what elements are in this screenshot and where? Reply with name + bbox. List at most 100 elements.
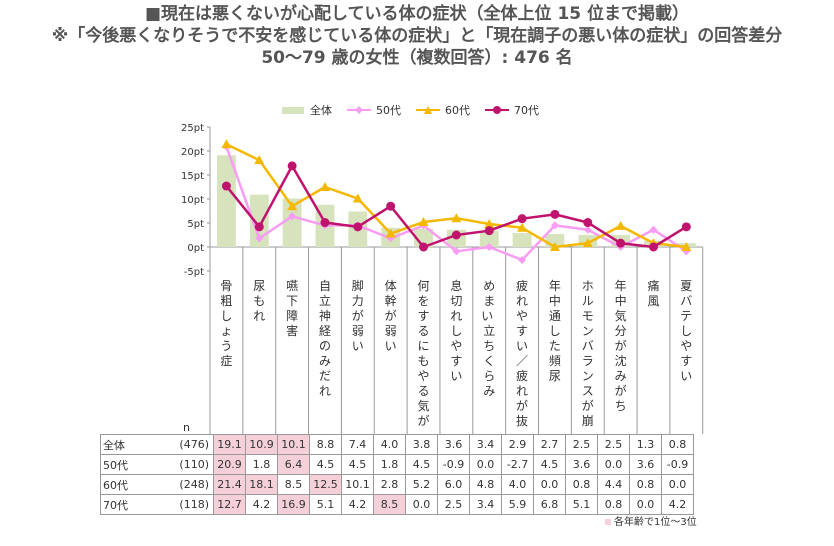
row-n: (248) bbox=[147, 474, 214, 495]
legend-item-70s: 70代 bbox=[484, 102, 539, 118]
table-cell: 0.8 bbox=[565, 474, 598, 495]
table-cell: 4.4 bbox=[597, 474, 630, 495]
point-60s bbox=[385, 228, 396, 238]
row-label: 全体 bbox=[100, 434, 147, 455]
point-60s bbox=[287, 201, 298, 211]
point-70s bbox=[616, 238, 626, 248]
legend-item-60s: 60代 bbox=[415, 102, 470, 118]
point-60s bbox=[221, 139, 232, 149]
table-row: 70代 (118) 12.7 4.2 16.9 5.1 4.2 8.5 0.0 2.5 3.4 5.9… bbox=[100, 494, 694, 515]
table-cell: 0.8 bbox=[629, 474, 662, 495]
point-50s bbox=[518, 255, 527, 264]
table-cell: 10.1 bbox=[277, 434, 310, 455]
table-cell: 0.0 bbox=[405, 494, 438, 515]
highlight-note-text: 各年齢で1位～3位 bbox=[614, 517, 697, 528]
row-label: 50代 bbox=[100, 454, 147, 475]
table-cell: 0.8 bbox=[661, 434, 694, 455]
y-tick-label: 15pt bbox=[181, 171, 204, 182]
y-tick-label: -5pt bbox=[184, 267, 204, 278]
table-cell: 2.5 bbox=[565, 434, 598, 455]
category-label: めまい・立ちくらみ bbox=[481, 279, 497, 398]
category-label: 脚力が弱い bbox=[351, 279, 364, 353]
table-cell: 4.8 bbox=[469, 474, 502, 495]
category-label: 年中通した頻尿 bbox=[548, 279, 561, 383]
point-70s bbox=[517, 214, 527, 224]
bar bbox=[217, 155, 236, 247]
y-tick-label: 5pt bbox=[187, 219, 204, 230]
point-50s bbox=[649, 225, 658, 234]
table-cell: -0.9 bbox=[661, 454, 694, 475]
table-cell: 3.8 bbox=[405, 434, 438, 455]
table-cell: 3.4 bbox=[469, 494, 502, 515]
point-70s bbox=[221, 181, 231, 191]
chart-title-line3: 50～79 歳の女性（複数回答）: 476 名 bbox=[261, 48, 573, 68]
legend-label: 全体 bbox=[310, 104, 332, 117]
table-cell: 0.0 bbox=[469, 454, 502, 475]
table-cell: -0.9 bbox=[437, 454, 470, 475]
table-cell: 8.8 bbox=[309, 434, 342, 455]
category-label: 夏バテしやすい bbox=[680, 279, 693, 383]
table-cell: 4.5 bbox=[533, 454, 566, 475]
category-label: 何をするにもやる気が起きない bbox=[417, 279, 430, 428]
table-cell: 3.4 bbox=[469, 434, 502, 455]
table-cell: 6.4 bbox=[277, 454, 310, 475]
table-cell: 4.2 bbox=[245, 494, 278, 515]
legend-item-all: 全体 bbox=[280, 102, 332, 118]
category-label: 疲れやすい／疲れが抜けない bbox=[516, 279, 529, 428]
point-60s bbox=[451, 213, 462, 223]
y-tick-label: 10pt bbox=[181, 195, 204, 206]
row-label: 70代 bbox=[100, 494, 147, 515]
chart-title-line1: ■現在は悪くないが心配している体の症状（全体上位 15 位まで掲載） bbox=[144, 4, 690, 24]
table-cell: 1.8 bbox=[373, 454, 406, 475]
table-cell: 6.8 bbox=[533, 494, 566, 515]
table-cell: 10.9 bbox=[245, 434, 278, 455]
table-cell: 8.5 bbox=[277, 474, 310, 495]
point-60s bbox=[517, 222, 528, 232]
table-cell: 2.5 bbox=[437, 494, 470, 515]
table-cell: 0.0 bbox=[597, 454, 630, 475]
legend-label: 70代 bbox=[514, 104, 539, 117]
point-60s bbox=[352, 193, 363, 203]
category-label: 尿もれ bbox=[253, 279, 266, 323]
table-cell: 8.5 bbox=[373, 494, 406, 515]
point-70s bbox=[419, 242, 429, 252]
table-cell: 4.2 bbox=[341, 494, 374, 515]
point-70s bbox=[254, 222, 264, 232]
point-50s bbox=[255, 234, 264, 243]
point-70s bbox=[320, 218, 330, 228]
table-cell: 4.2 bbox=[661, 494, 694, 515]
table-cell: 16.9 bbox=[277, 494, 310, 515]
point-60s bbox=[615, 220, 626, 230]
point-70s bbox=[681, 222, 691, 232]
point-60s bbox=[254, 155, 265, 165]
chart-title-line2: ※「今後悪くなりそうで不安を感じている体の症状」と「現在調子の悪い体の症状」の回… bbox=[51, 26, 783, 46]
data-table: 全体 (476) 19.1 10.9 10.1 8.8 7.4 4.0 3.8 3.6 3.4 2.9… bbox=[100, 434, 694, 515]
legend-label: 50代 bbox=[376, 104, 401, 117]
point-70s bbox=[484, 226, 494, 236]
point-60s bbox=[549, 242, 560, 251]
table-cell: 2.9 bbox=[501, 434, 534, 455]
table-cell: 1.3 bbox=[629, 434, 662, 455]
table-cell: 12.7 bbox=[213, 494, 246, 515]
category-label: 息切れしやすい bbox=[450, 279, 463, 383]
point-50s bbox=[485, 243, 494, 251]
point-70s bbox=[550, 209, 560, 219]
table-cell: 4.5 bbox=[309, 454, 342, 475]
row-n: (110) bbox=[147, 454, 214, 475]
category-label: 痛風 bbox=[647, 279, 660, 308]
table-cell: 5.1 bbox=[565, 494, 598, 515]
table-row: 50代 (110) 20.9 1.8 6.4 4.5 4.5 1.8 4.5 -0.9 0.0 -2.… bbox=[100, 454, 694, 475]
table-cell: 5.2 bbox=[405, 474, 438, 495]
table-cell: 2.7 bbox=[533, 434, 566, 455]
category-label: 骨粗しょう症 bbox=[220, 279, 233, 368]
category-label: 嚥下障害 bbox=[286, 279, 299, 338]
table-cell: 3.6 bbox=[565, 454, 598, 475]
table-cell: 3.6 bbox=[629, 454, 662, 475]
n-label: n bbox=[183, 421, 190, 434]
point-50s bbox=[583, 225, 592, 234]
point-60s bbox=[319, 182, 330, 191]
y-tick-label: 0pt bbox=[187, 243, 204, 254]
category-label: 年中気分が沈みがち bbox=[614, 279, 627, 413]
table-cell: 4.5 bbox=[341, 454, 374, 475]
